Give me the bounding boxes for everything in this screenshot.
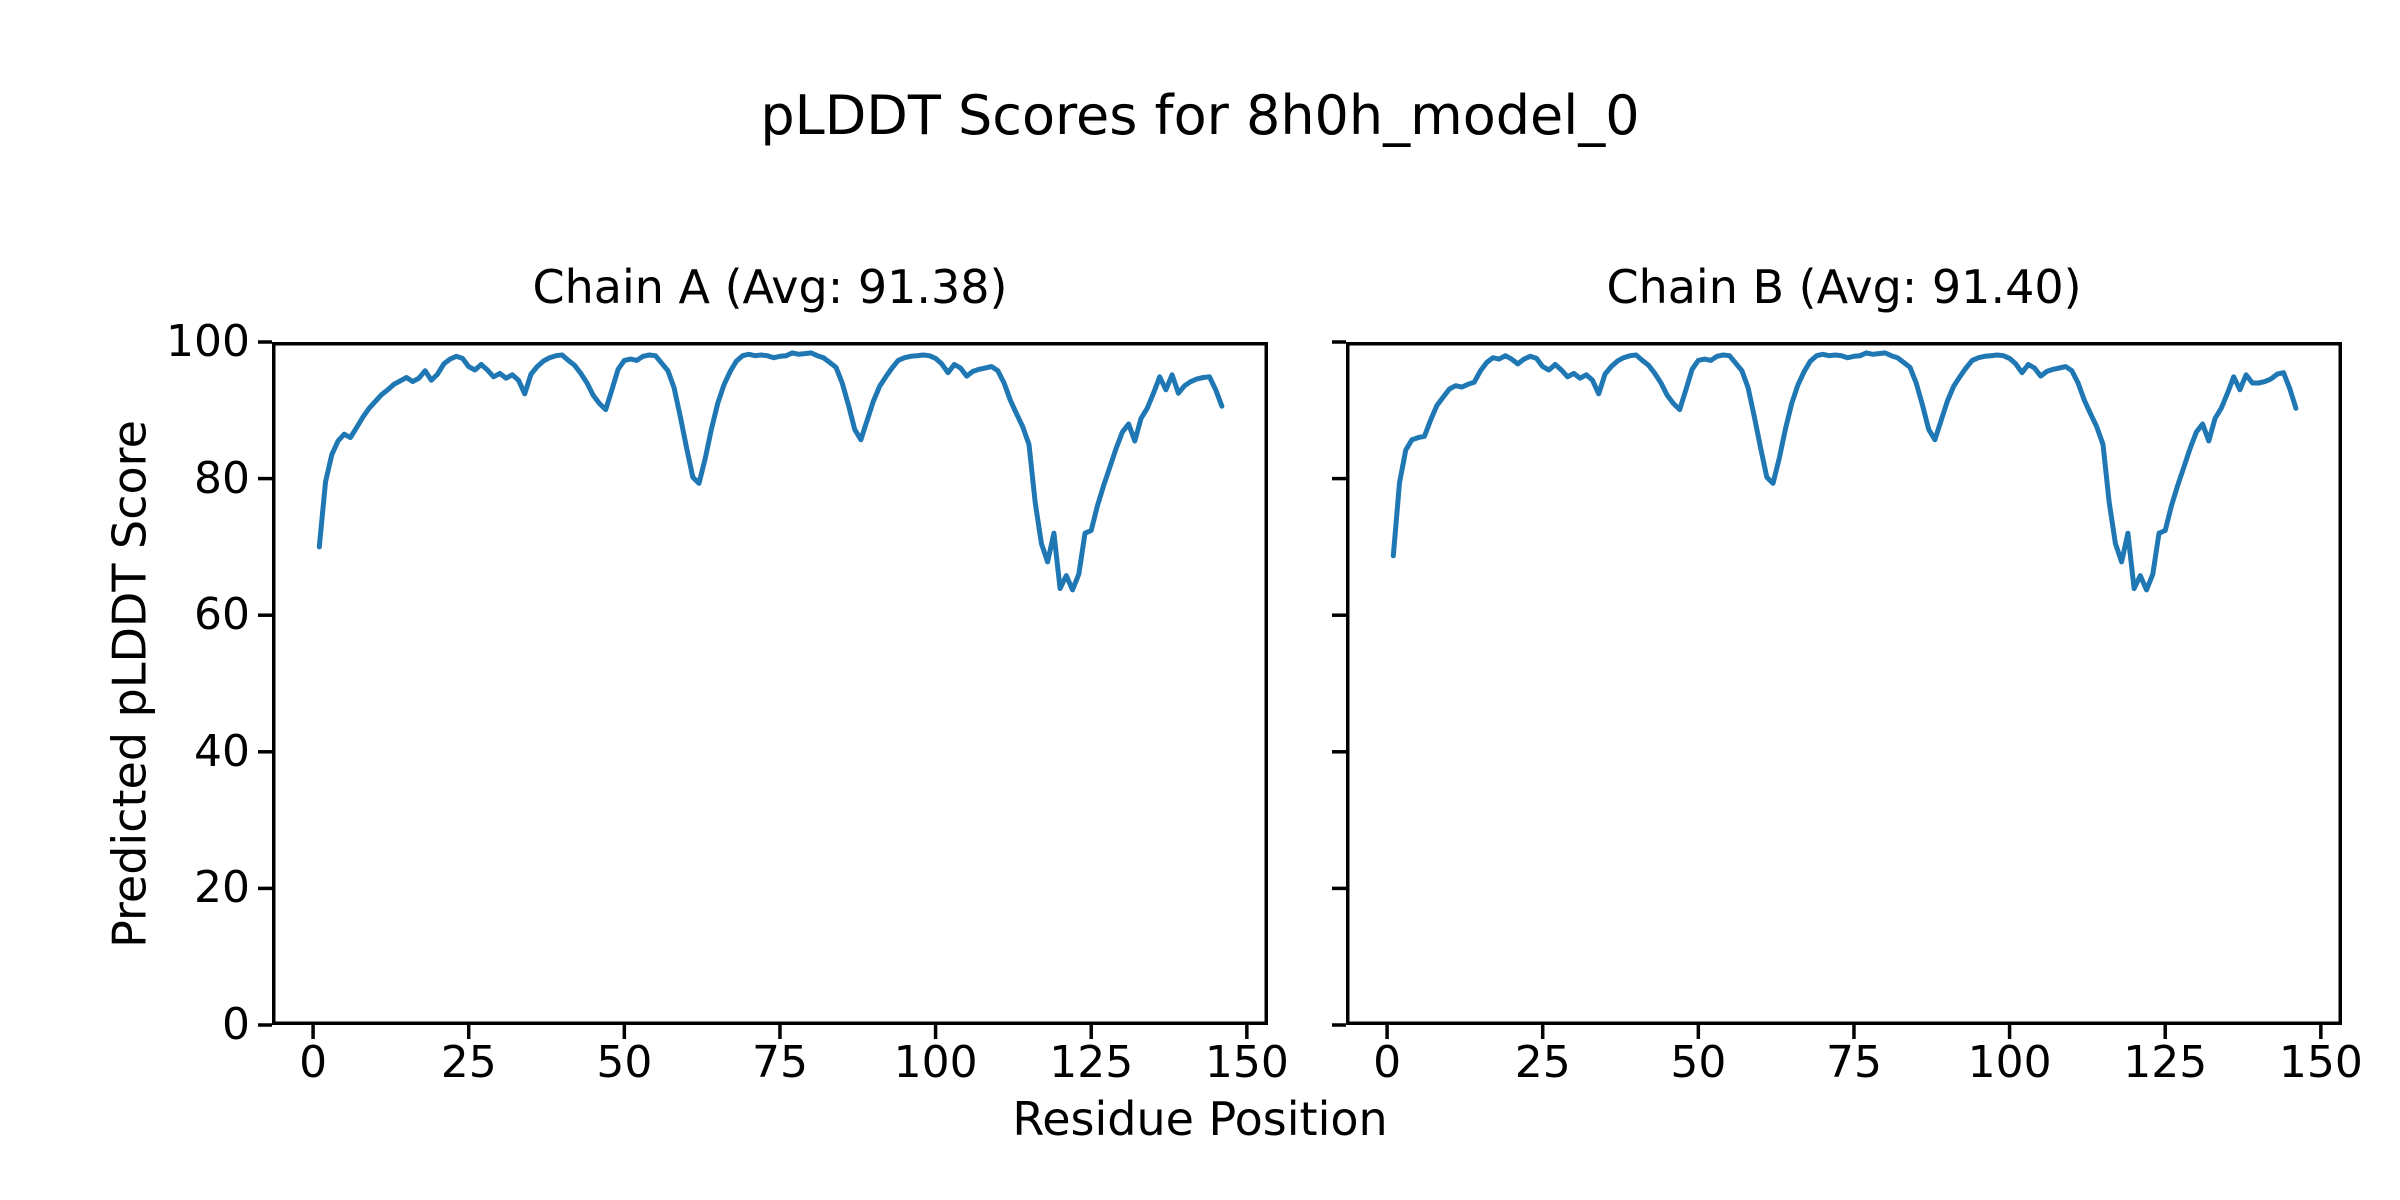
x-tick-label: 125 bbox=[2123, 1037, 2208, 1088]
plot-frame bbox=[272, 342, 1268, 1025]
x-tick-label: 0 bbox=[1373, 1037, 1402, 1088]
y-tick-label: 40 bbox=[194, 725, 250, 777]
figure-title: pLDDT Scores for 8h0h_model_0 bbox=[760, 84, 1640, 147]
plddt-line-chain-a bbox=[316, 350, 1225, 593]
x-tick-label: 125 bbox=[1049, 1037, 1134, 1088]
x-tick-label: 25 bbox=[440, 1037, 497, 1088]
x-tick-label: 50 bbox=[596, 1037, 653, 1088]
plot-area-chain-b bbox=[1332, 340, 2342, 1039]
x-axis-label: Residue Position bbox=[1012, 1092, 1388, 1146]
x-tick-label: 100 bbox=[893, 1037, 978, 1088]
chain-a-title: Chain A (Avg: 91.38) bbox=[532, 260, 1008, 314]
chain-a-subplot: Chain A (Avg: 91.38) 0 25 50 75 100 125 150 0 20… bbox=[166, 262, 1289, 1085]
y-tick-label: 100 bbox=[166, 316, 250, 367]
y-tick-label: 20 bbox=[194, 862, 250, 914]
plddt-line-chain-b bbox=[1390, 350, 2299, 593]
x-tick-label: 150 bbox=[1204, 1037, 1289, 1088]
x-tick-label: 50 bbox=[1670, 1037, 1727, 1088]
x-tick-label: 25 bbox=[1514, 1037, 1571, 1088]
x-tick-label: 0 bbox=[299, 1037, 328, 1088]
chain-b-subplot: Chain B (Avg: 91.40) 0 25 50 75 100 125 150 bbox=[1332, 262, 2363, 1085]
x-tick-label: 75 bbox=[1825, 1037, 1882, 1088]
y-tick-label: 0 bbox=[222, 999, 250, 1050]
x-tick-label: 100 bbox=[1967, 1037, 2052, 1088]
plot-frame bbox=[1346, 342, 2342, 1025]
chain-b-title: Chain B (Avg: 91.40) bbox=[1606, 260, 2082, 314]
y-tick-label: 60 bbox=[194, 589, 250, 641]
x-tick-label: 75 bbox=[751, 1037, 808, 1088]
x-tick-label: 150 bbox=[2278, 1037, 2363, 1088]
y-tick-label: 80 bbox=[194, 452, 250, 504]
plot-area-chain-a bbox=[258, 340, 1268, 1039]
